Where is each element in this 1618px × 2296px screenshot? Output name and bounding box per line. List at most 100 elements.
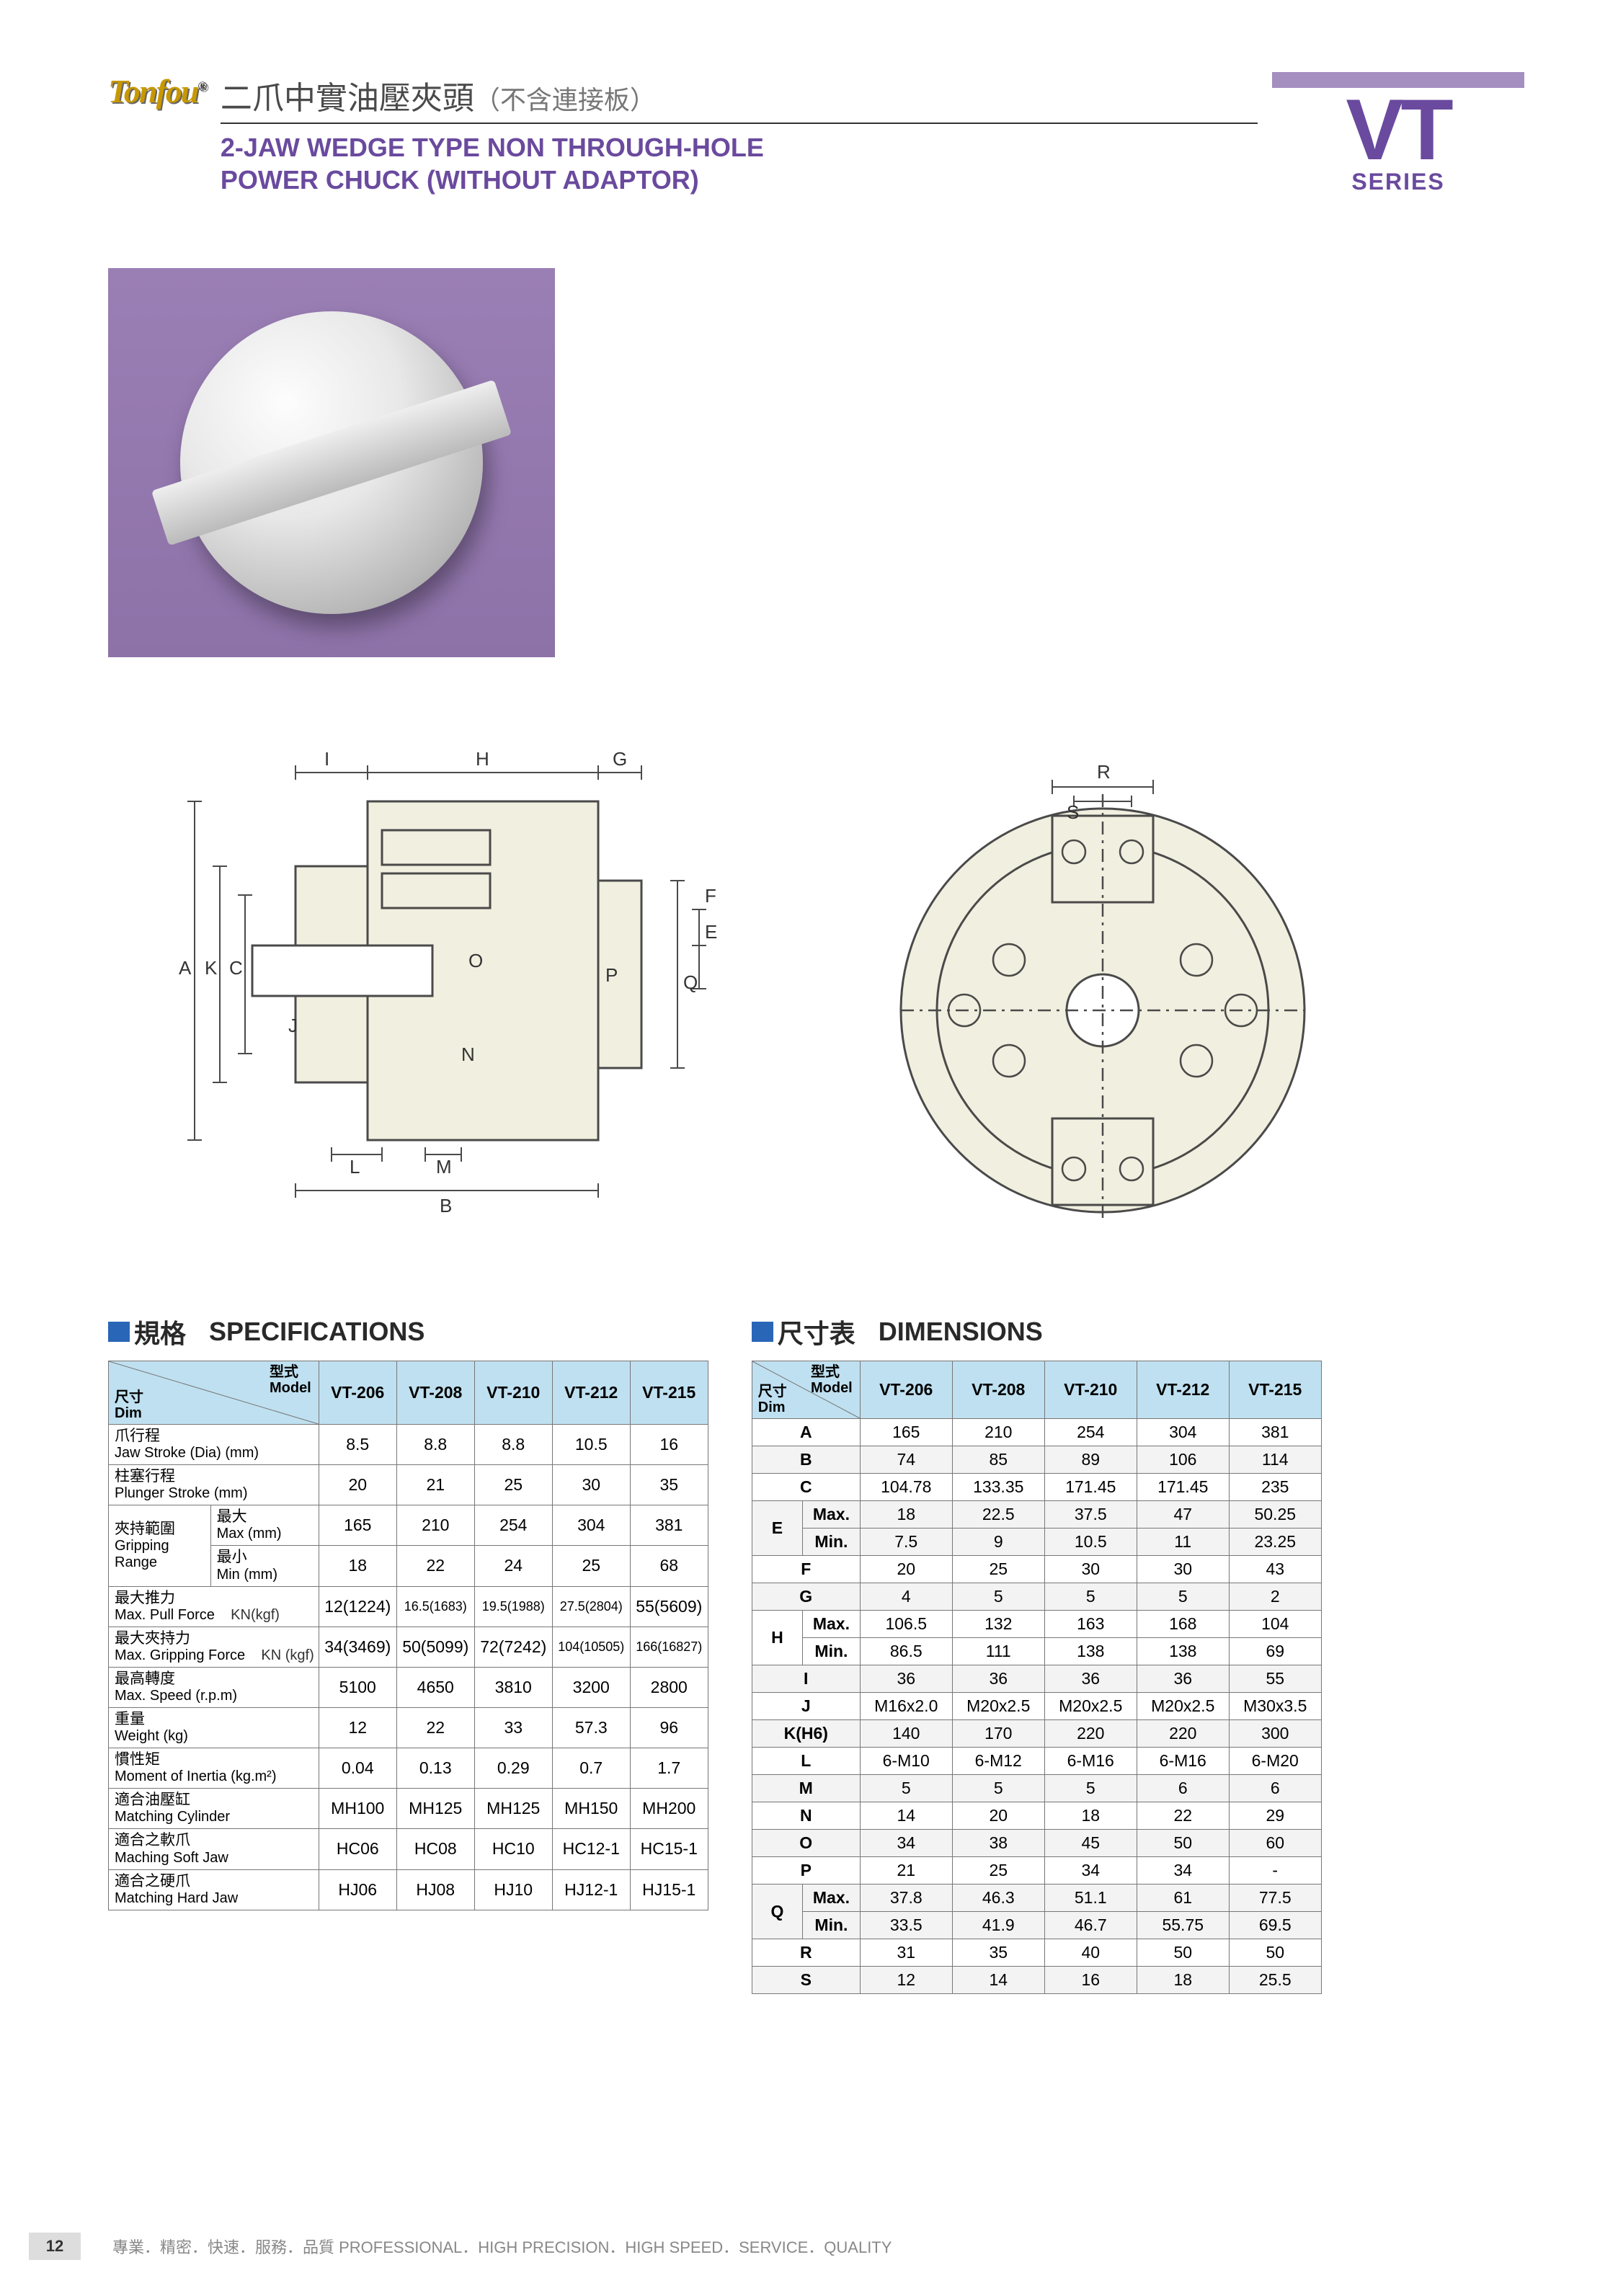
dim-value: 30	[1137, 1556, 1229, 1583]
dim-value: 7.5	[860, 1529, 952, 1556]
dim-code: N	[752, 1802, 860, 1830]
dim-value: 74	[860, 1446, 952, 1474]
dim-label-H: H	[476, 748, 489, 770]
dim-label-M: M	[436, 1156, 452, 1178]
dim-value: 85	[952, 1446, 1044, 1474]
dim-value: 18	[1044, 1802, 1137, 1830]
spec-value: 72(7242)	[474, 1627, 552, 1667]
chuck-render-icon	[180, 311, 483, 614]
spec-value: 5100	[319, 1667, 396, 1707]
dim-value: 165	[860, 1419, 952, 1446]
model-header: VT-210	[474, 1361, 552, 1425]
dim-value: 138	[1137, 1638, 1229, 1665]
dim-value: 20	[952, 1802, 1044, 1830]
dim-value: 300	[1229, 1720, 1321, 1748]
dim-value: 60	[1229, 1830, 1321, 1857]
spec-value: 19.5(1988)	[474, 1586, 552, 1627]
dim-value: 18	[1137, 1967, 1229, 1994]
dim-value: 171.45	[1137, 1474, 1229, 1501]
model-header: VT-206	[319, 1361, 396, 1425]
spec-value: HC10	[474, 1829, 552, 1869]
dim-value: 132	[952, 1611, 1044, 1638]
product-photo	[108, 268, 555, 657]
spec-value: 21	[396, 1465, 474, 1505]
spec-value: HJ06	[319, 1869, 396, 1910]
dim-heading: 尺寸表 DIMENSIONS	[752, 1313, 1322, 1351]
spec-value: 104(10505)	[552, 1627, 630, 1667]
page-number: 12	[29, 2233, 81, 2260]
table-row: G45552	[752, 1583, 1321, 1611]
dim-value: 40	[1044, 1939, 1137, 1967]
spec-row-label: 柱塞行程Plunger Stroke (mm)	[109, 1465, 319, 1505]
spec-row-label: 最大夾持力Max. Gripping Force KN (kgf)	[109, 1627, 319, 1667]
spec-row-label: 慣性矩Moment of Inertia (kg.m²)	[109, 1748, 319, 1789]
spec-value: 0.29	[474, 1748, 552, 1789]
dimensions-table: 型式Model 尺寸Dim VT-206 VT-208 VT-210 VT-21…	[752, 1361, 1322, 1994]
spec-value: HJ08	[396, 1869, 474, 1910]
dim-value: 235	[1229, 1474, 1321, 1501]
side-view-diagram: I H G F E Q A K C O P J N L M B	[108, 729, 757, 1248]
spec-value: 22	[396, 1707, 474, 1748]
dim-value: 36	[1044, 1665, 1137, 1693]
model-header: VT-212	[1137, 1361, 1229, 1419]
dim-sub: Max.	[803, 1611, 861, 1638]
dim-label-P: P	[605, 964, 618, 986]
dim-value: -	[1229, 1857, 1321, 1885]
section-marker-icon	[108, 1322, 130, 1342]
dim-value: 34	[1044, 1857, 1137, 1885]
spec-value: 8.8	[474, 1425, 552, 1465]
dim-code: S	[752, 1967, 860, 1994]
dim-value: 10.5	[1044, 1529, 1137, 1556]
dim-value: M20x2.5	[1044, 1693, 1137, 1720]
title-chinese: 二爪中實油壓夾頭（不含連接板）	[221, 72, 1258, 124]
dim-code: J	[752, 1693, 860, 1720]
dim-value: 35	[952, 1939, 1044, 1967]
dim-value: M16x2.0	[860, 1693, 952, 1720]
spec-value: 12(1224)	[319, 1586, 396, 1627]
dim-value: 45	[1044, 1830, 1137, 1857]
spec-value: 12	[319, 1707, 396, 1748]
dim-value: 6-M10	[860, 1748, 952, 1775]
dim-value: 22.5	[952, 1501, 1044, 1529]
dim-label-K: K	[205, 957, 218, 979]
spec-value: 166(16827)	[630, 1627, 708, 1667]
dim-code: F	[752, 1556, 860, 1583]
spec-value: HC12-1	[552, 1829, 630, 1869]
dim-value: 43	[1229, 1556, 1321, 1583]
dim-value: 220	[1044, 1720, 1137, 1748]
table-row: S1214161825.5	[752, 1967, 1321, 1994]
spec-value: 24	[474, 1546, 552, 1586]
spec-row-label: 夾持範圍GrippingRange	[109, 1505, 211, 1586]
dim-value: 41.9	[952, 1912, 1044, 1939]
spec-sub-label: 最大Max (mm)	[210, 1505, 319, 1546]
dim-value: 6-M16	[1044, 1748, 1137, 1775]
dim-code: Q	[752, 1885, 802, 1939]
table-row: 最大推力Max. Pull Force KN(kgf)12(1224)16.5(…	[109, 1586, 708, 1627]
dim-value: 33.5	[860, 1912, 952, 1939]
dim-label-L: L	[350, 1156, 360, 1178]
dim-value: 381	[1229, 1419, 1321, 1446]
dim-code: M	[752, 1775, 860, 1802]
table-row: M55566	[752, 1775, 1321, 1802]
corner-header: 型式Model 尺寸Dim	[109, 1361, 319, 1425]
technical-diagrams: I H G F E Q A K C O P J N L M B	[108, 729, 1524, 1248]
table-row: R3135405050	[752, 1939, 1321, 1967]
dim-value: 25	[952, 1556, 1044, 1583]
dim-sub: Max.	[803, 1885, 861, 1912]
table-row: L6-M106-M126-M166-M166-M20	[752, 1748, 1321, 1775]
table-row: Min.33.541.946.755.7569.5	[752, 1912, 1321, 1939]
table-header-row: 型式Model 尺寸Dim VT-206 VT-208 VT-210 VT-21…	[109, 1361, 708, 1425]
page-header: Tonfou® 二爪中實油壓夾頭（不含連接板） 2-JAW WEDGE TYPE…	[108, 72, 1524, 196]
spec-value: 4650	[396, 1667, 474, 1707]
dim-value: 5	[1044, 1775, 1137, 1802]
spec-value: HJ12-1	[552, 1869, 630, 1910]
dim-value: 37.5	[1044, 1501, 1137, 1529]
dim-value: 2	[1229, 1583, 1321, 1611]
table-row: EMax.1822.537.54750.25	[752, 1501, 1321, 1529]
spec-value: 381	[630, 1505, 708, 1546]
dim-code: B	[752, 1446, 860, 1474]
table-row: B748589106114	[752, 1446, 1321, 1474]
dim-value: 30	[1044, 1556, 1137, 1583]
dim-code: P	[752, 1857, 860, 1885]
dim-sub: Min.	[803, 1638, 861, 1665]
